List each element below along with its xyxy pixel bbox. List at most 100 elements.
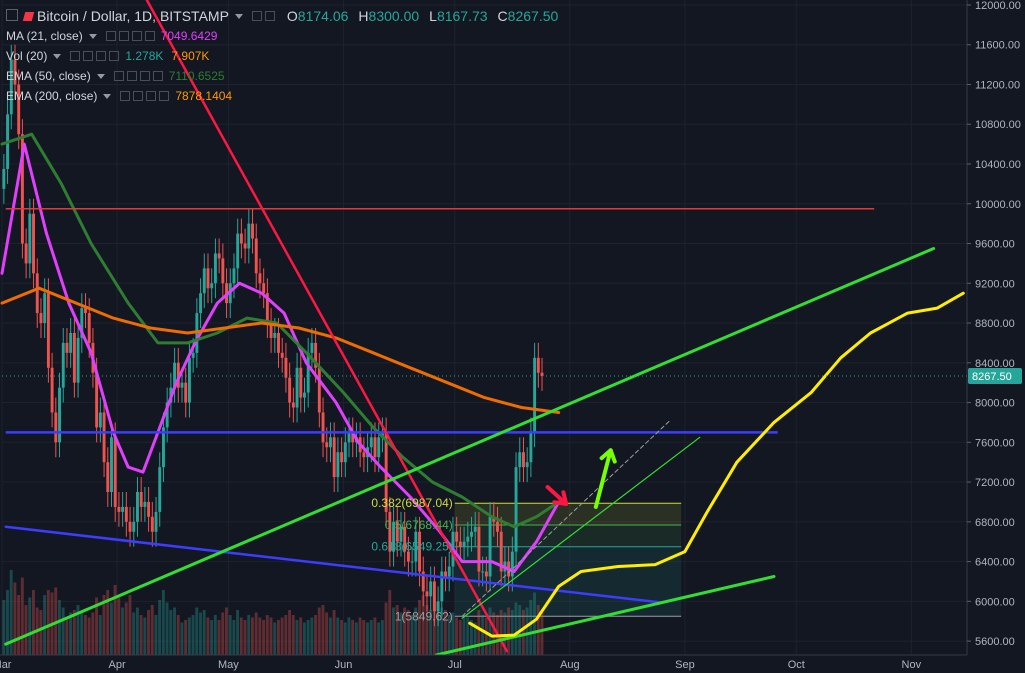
candle-body [58,387,61,443]
visibility-icon[interactable] [120,91,131,101]
indicator-value: 7110.6525 [168,69,225,83]
volume-bar [328,617,332,655]
close-icon[interactable] [144,31,155,41]
indicator-value: 1.278K [125,49,164,63]
settings-icon[interactable] [264,11,275,21]
fib-label: 0.618(6549.25) [371,540,452,554]
indicator-name[interactable]: MA (21, close) [6,29,83,43]
price-tick-label: 11600.00 [975,40,1020,52]
volume-bar [180,622,184,655]
candle-body [20,134,24,244]
symbol-title[interactable]: Bitcoin / Dollar, 1D, BITSTAMP [37,8,229,24]
volume-bar [213,615,217,655]
candle-body [477,526,481,572]
settings-icon[interactable] [83,51,94,61]
visibility-icon[interactable] [105,31,116,41]
volume-bar [72,610,76,655]
indicator-name[interactable]: EMA (200, close) [6,89,98,103]
candle-body [429,581,433,597]
indicator-row-ma21[interactable]: MA (21, close) 7049.6429 [6,26,558,46]
volume-bar [306,620,310,655]
visibility-icon[interactable] [251,11,262,21]
volume-bar [139,615,143,655]
candle-body [277,332,280,353]
add-icon[interactable] [146,91,157,101]
volume-bar [147,610,150,655]
candle-body [458,541,462,547]
time-tick-label: Jun [335,659,353,671]
volume-bar [403,607,407,655]
volume-bar [373,617,377,655]
candle-body [317,367,321,413]
candle-body [369,437,373,448]
candle-body [187,357,191,403]
candle-body [440,571,444,602]
fib-label: 0.382(6987.04) [371,496,452,510]
time-tick-label: Oct [788,659,805,671]
volume-bar [336,617,340,655]
volume-bar [258,617,262,655]
chevron-down-icon[interactable] [96,73,105,79]
volume-bar [284,615,288,655]
close-icon[interactable] [152,71,163,81]
time-tick-label: Apr [108,659,125,671]
settings-icon[interactable] [126,71,137,81]
time-tick-label: Sep [675,659,695,671]
volume-bar [499,610,503,655]
chevron-down-icon[interactable] [88,33,97,39]
indicator-value-ma: 7.907K [171,49,210,63]
volume-bar [165,602,169,655]
indicator-name[interactable]: Vol (20) [6,49,48,63]
chevron-down-icon[interactable] [53,53,62,59]
red-arrow-head [552,490,569,506]
volume-bar [455,617,459,655]
add-icon[interactable] [139,71,150,81]
fib-label: 0.5(6768.44) [385,518,453,532]
indicator-row-ema50[interactable]: EMA (50, close) 7110.6525 [6,66,558,86]
settings-icon[interactable] [133,91,144,101]
visibility-icon[interactable] [113,71,124,81]
candle-body [232,268,236,284]
chevron-down-icon[interactable] [234,13,243,19]
indicator-row-ema200[interactable]: EMA (200, close) 7878.1404 [6,86,558,106]
legend-toggle-icon[interactable] [6,9,18,21]
candle-body [84,308,87,314]
volume-bar [169,610,173,655]
add-icon[interactable] [96,51,107,61]
volume-bar [321,605,325,655]
candle-body [154,511,158,532]
chevron-down-icon[interactable] [103,93,112,99]
volume-bar [276,620,280,655]
volume-bar [469,620,473,655]
price-tick-label: 9200.00 [975,278,1015,290]
indicator-row-vol[interactable]: Vol (20) 1.278K 7.907K [6,46,558,66]
volume-bar [492,612,496,655]
settings-icon[interactable] [118,31,129,41]
visibility-icon[interactable] [70,51,81,61]
grid [1,0,967,655]
volume-bar [392,607,395,655]
candle-body [113,437,117,507]
ohlc-high-key: H [358,8,369,24]
candle-body [447,566,451,577]
candle-body [373,437,377,458]
volume-bar [46,590,50,655]
candle-body [217,253,221,259]
indicator-actions [111,71,163,81]
candle-body [98,412,102,428]
indicator-actions [67,51,120,61]
volume-bar [102,595,106,655]
volume-bar [265,615,269,655]
price-tick-label: 5600.00 [975,636,1015,648]
volume-bar [477,610,481,655]
indicator-name[interactable]: EMA (50, close) [6,69,91,83]
add-icon[interactable] [131,31,142,41]
volume-bar [310,617,314,655]
candle-body [180,382,184,388]
candle-body [251,223,254,239]
candle-body [332,437,336,478]
close-icon[interactable] [109,51,120,61]
close-icon[interactable] [159,91,170,101]
ohlc-open-key: O [286,8,298,24]
